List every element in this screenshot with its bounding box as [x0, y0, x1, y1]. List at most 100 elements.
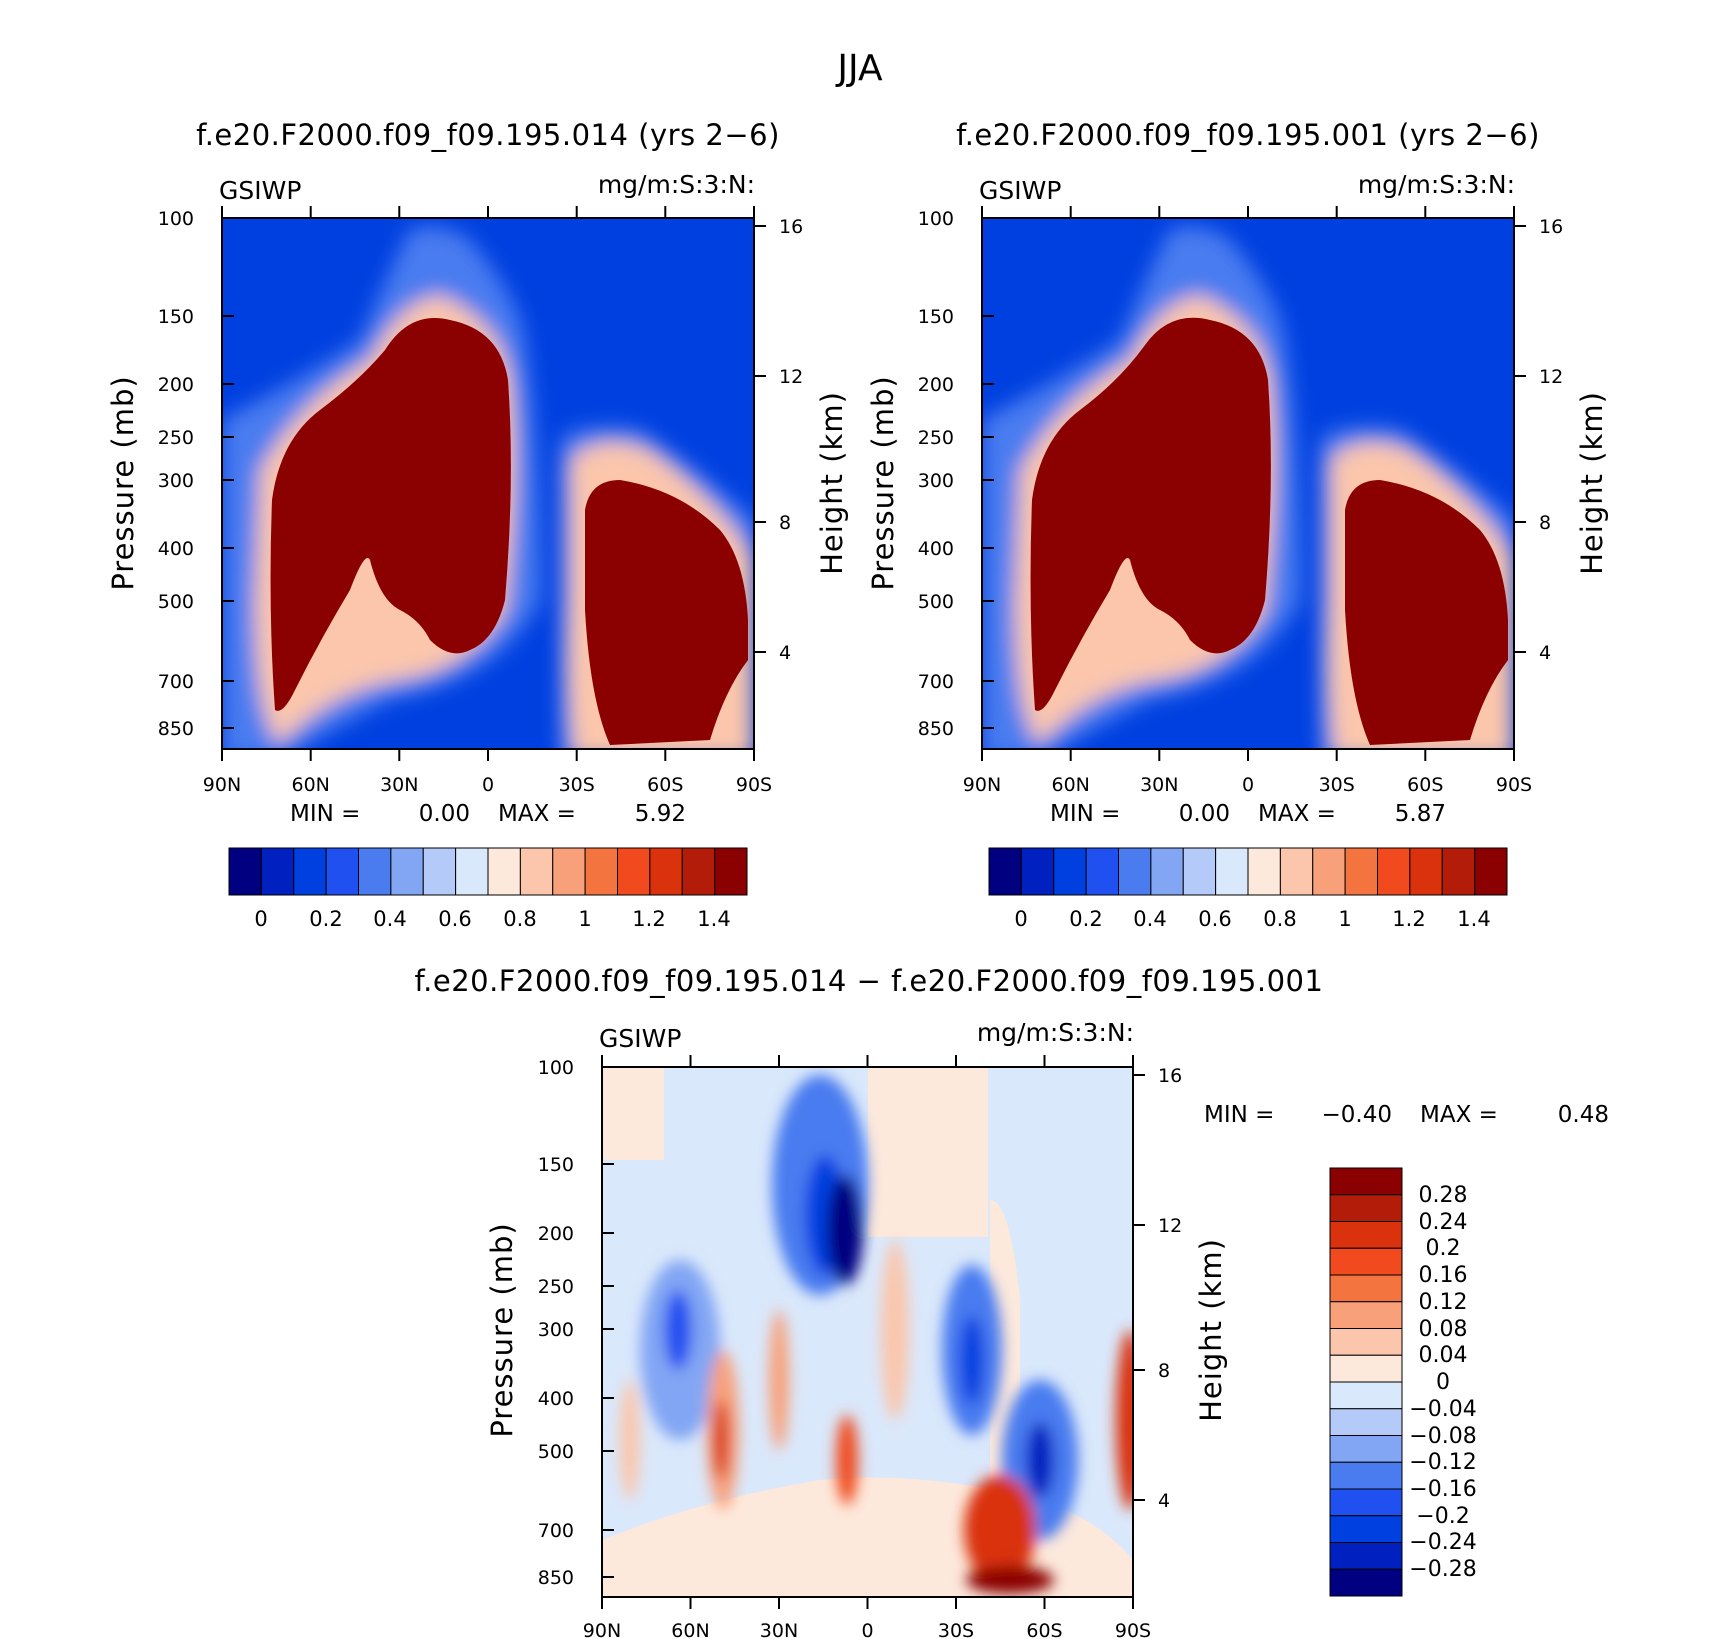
y-tick-label: 150 [538, 1154, 574, 1176]
y-axis-title: Pressure (mb) [866, 375, 900, 590]
colorbar-swatch [1329, 1568, 1403, 1597]
colorbar-tick-label: 1.4 [697, 907, 730, 931]
colorbar-tick-label: 1 [1338, 907, 1351, 931]
colorbar-swatch [1409, 847, 1443, 896]
colorbar-swatch [519, 847, 554, 896]
colorbar-tick-label: 0.6 [1198, 907, 1231, 931]
x-tick-label: 60N [1052, 774, 1090, 796]
x-tick-label: 30N [760, 1620, 798, 1639]
colorbar-swatch [1329, 1381, 1403, 1410]
x-tick-label: 30S [1319, 774, 1355, 796]
y-tick-label: 150 [918, 306, 954, 328]
colorbar-tick-label: −0.08 [1409, 1424, 1476, 1449]
min-label: MIN = [290, 801, 360, 827]
y-tick-label: 700 [538, 1520, 574, 1542]
colorbar-swatch [1474, 847, 1508, 896]
colorbar-swatch [1329, 1274, 1403, 1303]
units-label: mg/m:S:3:N: [598, 170, 755, 199]
colorbar-tick-label: −0.16 [1409, 1477, 1476, 1502]
colorbar-swatch [1020, 847, 1055, 896]
colorbar-swatch [1329, 1488, 1403, 1517]
colorbar-swatch [455, 847, 489, 896]
colorbar-tick-label: 0.16 [1419, 1263, 1468, 1288]
panel-model-014: f.e20.F2000.f09_f09.195.014 (yrs 2−6) GS… [106, 118, 849, 931]
colorbar-tick-label: 0.04 [1419, 1343, 1468, 1368]
y2-tick-label: 4 [1539, 642, 1551, 664]
y-tick-label: 150 [158, 306, 194, 328]
x-tick-label: 60N [671, 1620, 709, 1639]
y-tick-label: 200 [538, 1223, 574, 1245]
colorbar-swatches [228, 847, 748, 896]
colorbar-swatch [1329, 1167, 1403, 1196]
colorbar-swatch [1329, 1301, 1403, 1329]
y-tick-label: 850 [538, 1567, 574, 1589]
y2-tick-label: 12 [779, 366, 803, 388]
colorbar-swatch [1329, 1194, 1403, 1222]
units-label: mg/m:S:3:N: [1358, 170, 1515, 199]
min-max-readout: MIN = 0.00 MAX = 5.87 [1050, 801, 1446, 827]
colorbar-tick-label: 0 [254, 907, 267, 931]
x-tick-label: 30N [380, 774, 418, 796]
x-axis: 90N 60N 30N 0 30S 60S 90S [583, 1055, 1151, 1639]
y-tick-label: 850 [158, 718, 194, 740]
y2-tick-label: 16 [779, 216, 803, 238]
colorbar-tick-label: −0.2 [1416, 1504, 1469, 1529]
colorbar-tick-label: −0.04 [1409, 1397, 1476, 1422]
y2-tick-label: 8 [1539, 512, 1551, 534]
x-tick-label: 30S [938, 1620, 974, 1639]
y-axis-title: Pressure (mb) [106, 375, 140, 590]
y-tick-label: 250 [158, 427, 194, 449]
colorbar-tick-label: 0.2 [309, 907, 342, 931]
colorbar-swatch [617, 847, 651, 896]
x-tick-label: 60S [1026, 1620, 1062, 1639]
colorbar-tick-label: −0.12 [1409, 1450, 1476, 1475]
colorbar-swatch [1215, 847, 1249, 896]
x-tick-label: 90N [963, 774, 1001, 796]
colorbar-tick-label: 0.2 [1069, 907, 1102, 931]
colorbar-swatch [988, 847, 1022, 896]
colorbar-vertical: 0.28 0.24 0.2 0.16 0.12 0.08 0.04 0 −0.0… [1329, 1167, 1477, 1597]
colorbar: 0 0.2 0.4 0.6 0.8 1 1.2 1.4 [988, 847, 1508, 931]
x-tick-label: 60N [292, 774, 330, 796]
colorbar-swatch [1329, 1247, 1403, 1276]
colorbar-swatch [1150, 847, 1184, 896]
colorbar-swatch [1312, 847, 1346, 896]
x-tick-label: 60S [647, 774, 683, 796]
min-label: MIN = [1050, 801, 1120, 827]
colorbar-tick-label: 0.8 [503, 907, 536, 931]
colorbar-swatch [1329, 1542, 1403, 1570]
y-tick-label: 400 [918, 538, 954, 560]
panel-title: f.e20.F2000.f09_f09.195.014 (yrs 2−6) [196, 118, 780, 152]
y2-axis-title: Height (km) [1575, 391, 1609, 575]
colorbar-swatch [584, 847, 618, 896]
colorbar-tick-label: −0.28 [1409, 1557, 1476, 1582]
y-tick-label: 200 [158, 374, 194, 396]
max-value: 0.48 [1558, 1102, 1609, 1128]
colorbar-swatch [714, 847, 748, 896]
colorbar-swatch [1247, 847, 1281, 896]
x-axis: 90N 60N 30N 0 30S 60S 90S [203, 206, 772, 796]
y-tick-label: 500 [918, 591, 954, 613]
heatmap-field [222, 218, 754, 749]
y-tick-label: 100 [918, 208, 954, 230]
colorbar-tick-label: 0.24 [1419, 1210, 1468, 1235]
y-tick-label: 500 [158, 591, 194, 613]
colorbar-swatch [1329, 1435, 1403, 1463]
x-tick-label: 90S [1496, 774, 1532, 796]
max-value: 5.92 [635, 801, 686, 827]
colorbar-swatch [390, 847, 424, 896]
panel-title: f.e20.F2000.f09_f09.195.001 (yrs 2−6) [956, 118, 1540, 152]
panel-title: f.e20.F2000.f09_f09.195.014 − f.e20.F200… [415, 964, 1324, 998]
y2-axis-title: Height (km) [1194, 1238, 1228, 1422]
x-tick-label: 0 [861, 1620, 873, 1639]
min-value: 0.00 [419, 801, 470, 827]
colorbar-swatch [649, 847, 683, 896]
colorbar-swatch [681, 847, 716, 896]
y2-tick-label: 12 [1158, 1215, 1182, 1237]
colorbar-tick-label: 0.4 [373, 907, 406, 931]
y2-tick-label: 4 [1158, 1490, 1170, 1512]
x-tick-label: 30S [559, 774, 595, 796]
y-tick-label: 300 [158, 470, 194, 492]
colorbar-tick-label: 0.12 [1419, 1290, 1468, 1315]
